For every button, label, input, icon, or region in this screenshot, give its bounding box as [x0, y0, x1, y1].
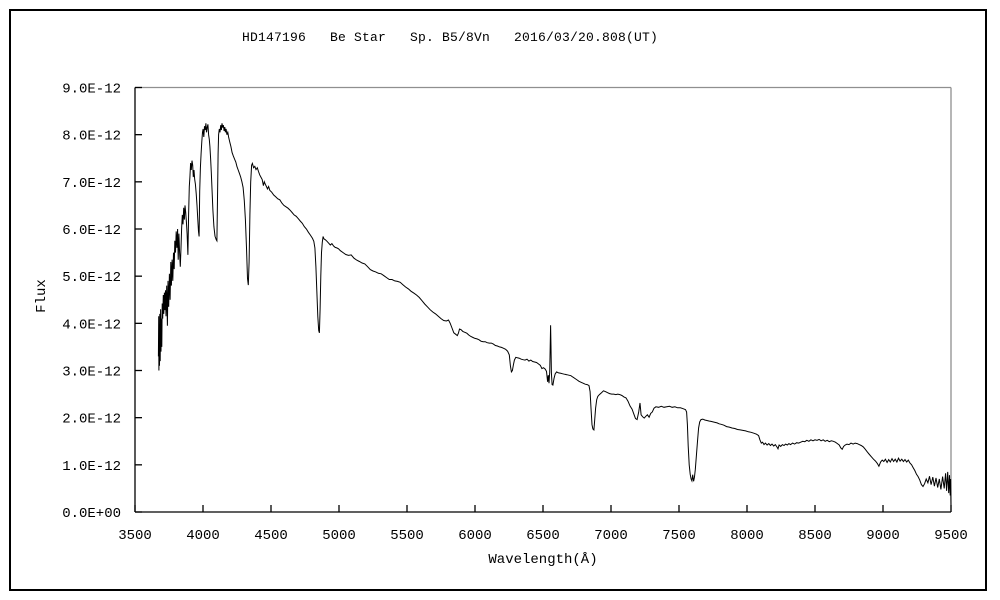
x-tick-label: 4500	[254, 528, 288, 544]
y-tick-label: 6.0E-12	[62, 223, 121, 239]
x-tick-label: 9000	[866, 528, 900, 544]
x-tick-label: 6500	[526, 528, 560, 544]
x-tick-label: 7500	[662, 528, 696, 544]
spectrum-curve	[157, 123, 952, 507]
x-tick-label: 4000	[186, 528, 220, 544]
y-axis-tick-labels: 0.0E+00 1.0E-12 2.0E-12 3.0E-12 4.0E-12 5.0E-…	[62, 82, 121, 523]
y-axis-ticks	[135, 86, 142, 513]
chart-title: HD147196 Be Star Sp. B5/8Vn 2016/03/20.8…	[241, 30, 659, 45]
y-tick-label: 9.0E-12	[62, 82, 121, 98]
x-axis-label: Wavelength(Å)	[488, 552, 598, 568]
x-tick-label: 7000	[594, 528, 628, 544]
y-tick-label: 7.0E-12	[62, 176, 121, 192]
x-tick-label: 5500	[390, 528, 424, 544]
y-tick-label: 2.0E-12	[62, 412, 121, 428]
x-tick-label: 3500	[118, 528, 152, 544]
x-tick-label: 5000	[322, 528, 356, 544]
x-axis-ticks	[134, 505, 952, 512]
y-tick-label: 8.0E-12	[62, 129, 121, 145]
x-axis-tick-labels: 3500 4000 4500 5000 5500 6000 6500 7000 7500 8000…	[118, 528, 968, 544]
y-tick-label: 0.0E+00	[62, 506, 121, 522]
x-tick-label: 8000	[730, 528, 764, 544]
y-axis-label: Flux	[34, 279, 50, 313]
x-tick-label: 8500	[798, 528, 832, 544]
y-tick-label: 4.0E-12	[62, 317, 121, 333]
y-tick-label: 1.0E-12	[62, 459, 121, 475]
y-tick-label: 5.0E-12	[62, 270, 121, 286]
x-tick-label: 6000	[458, 528, 492, 544]
outer-border	[9, 9, 987, 591]
y-tick-label: 3.0E-12	[62, 365, 121, 381]
x-tick-label: 9500	[934, 528, 968, 544]
